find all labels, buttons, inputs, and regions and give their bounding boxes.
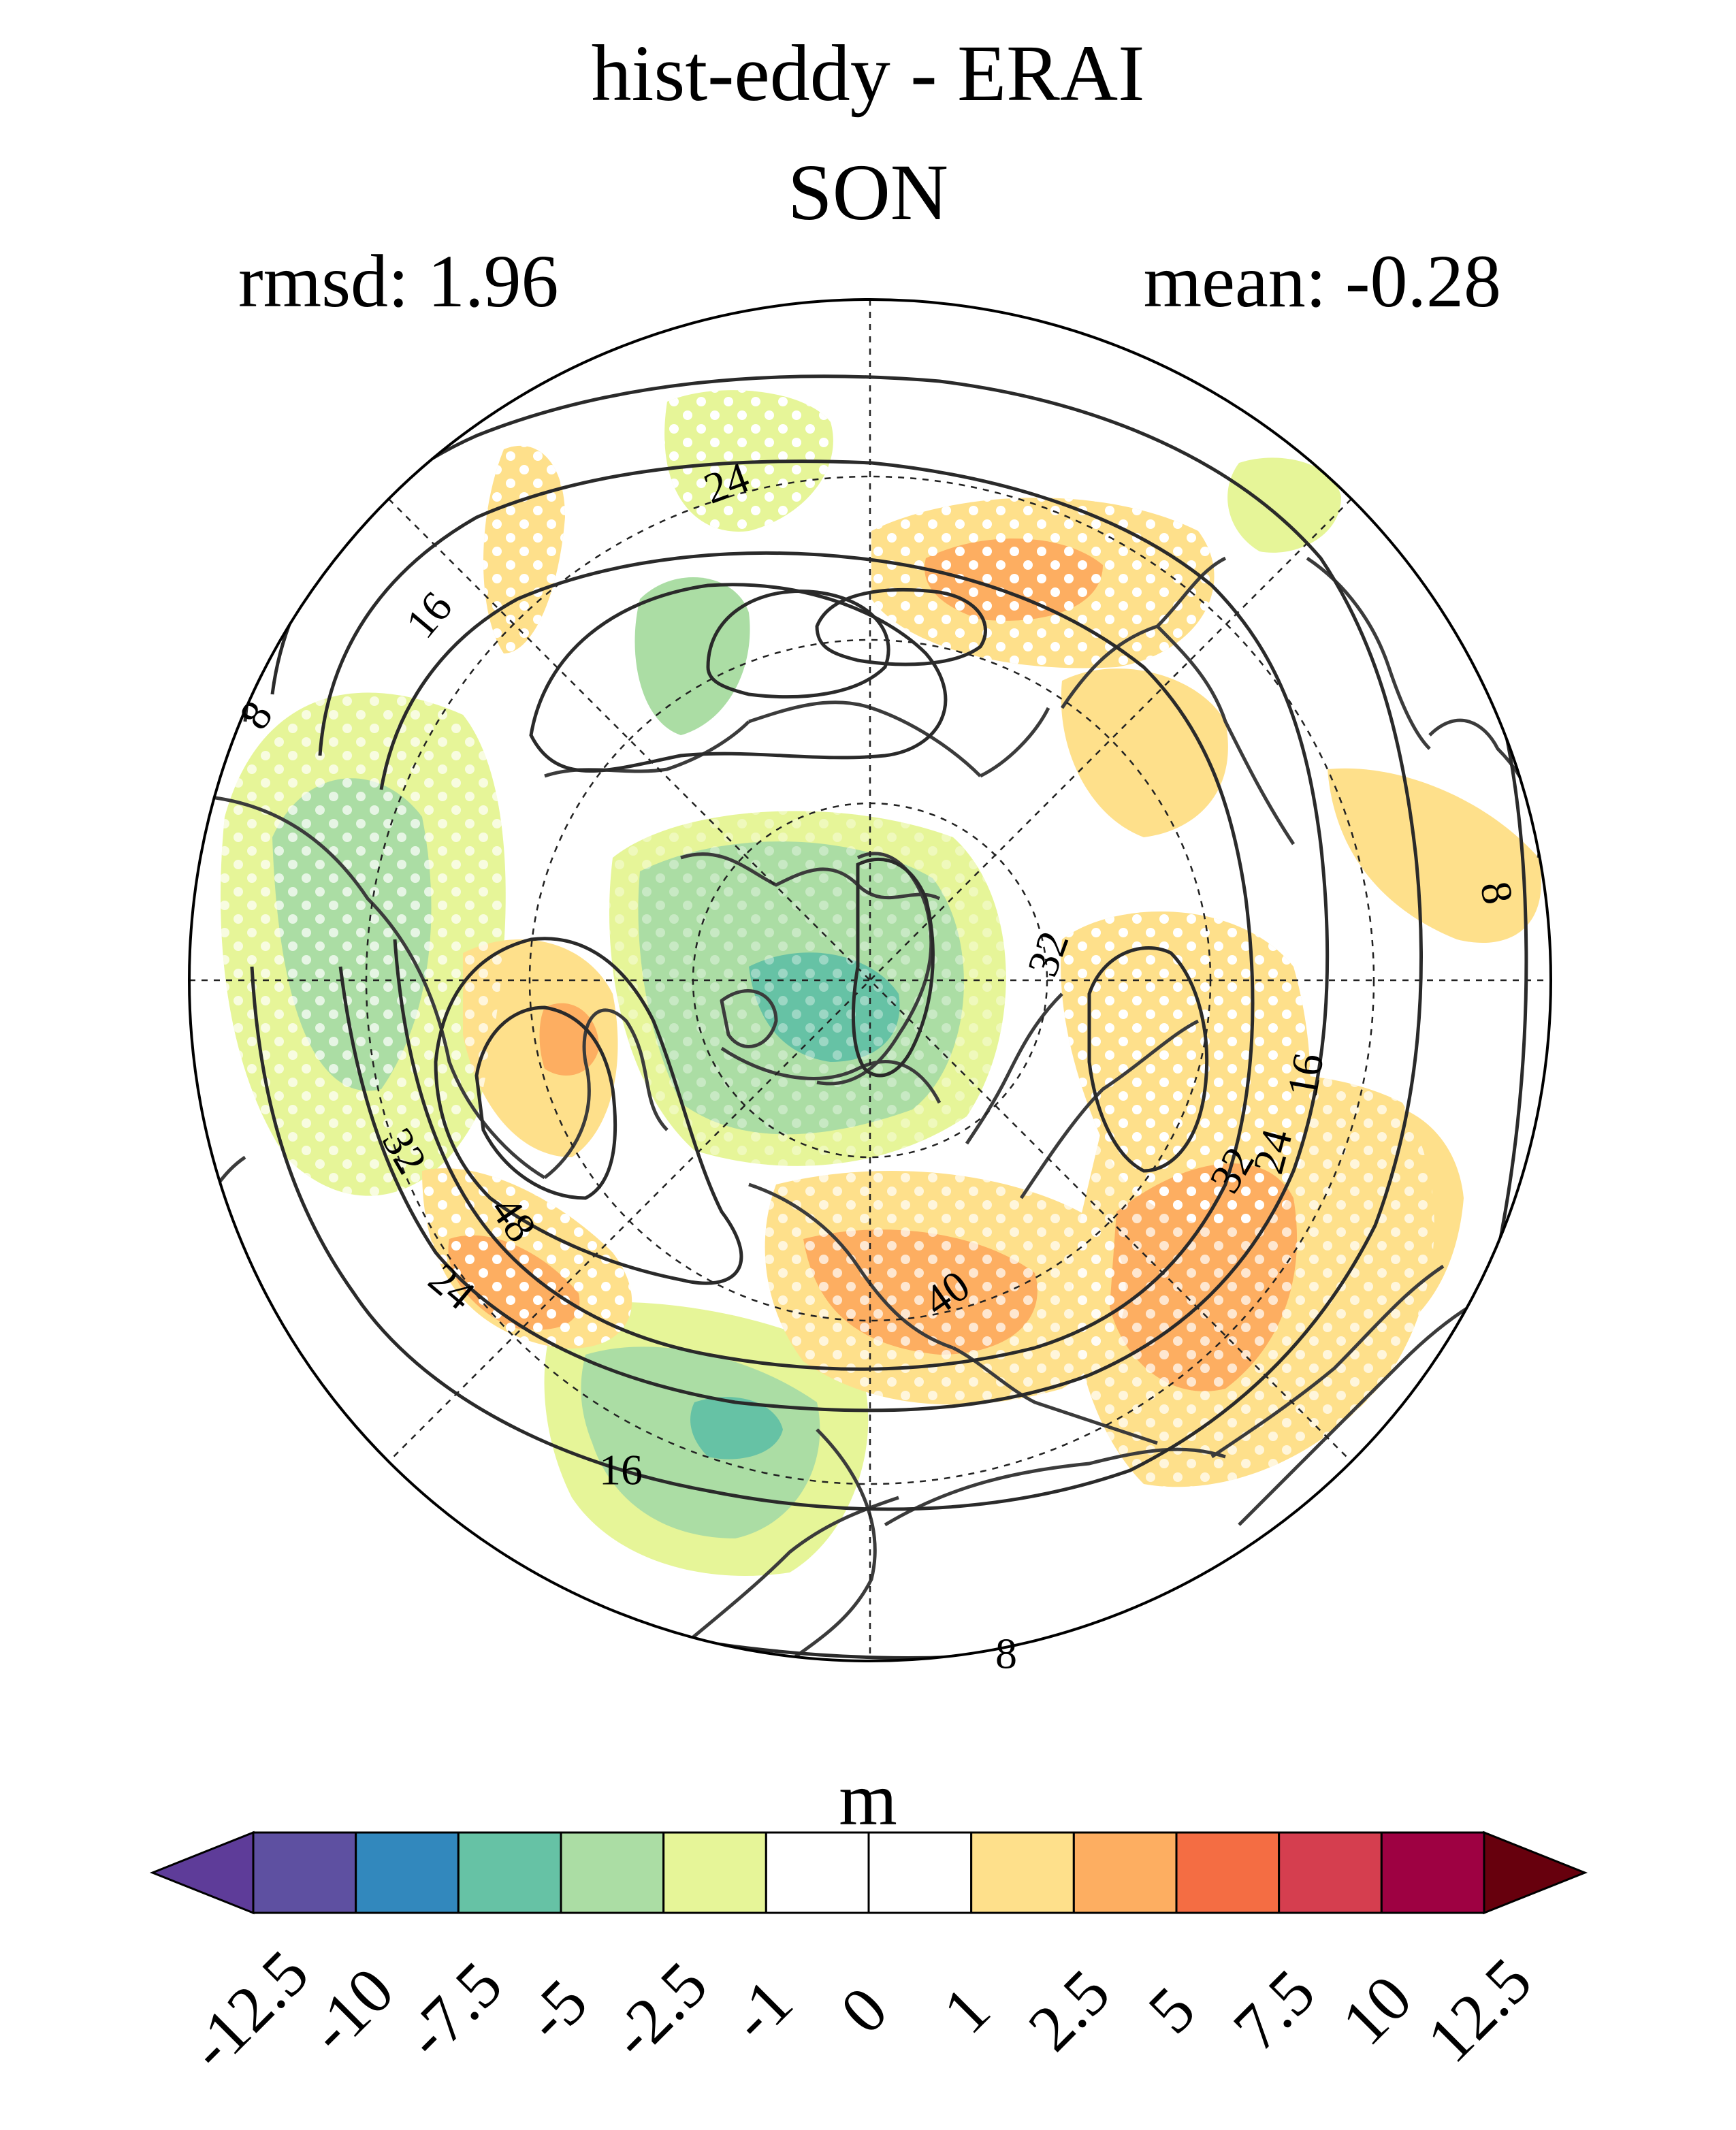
coastline [679,1496,899,1649]
coastline [544,720,750,778]
anomaly-region [634,577,750,735]
coastline [884,1447,1226,1527]
contour-line [851,857,935,1078]
colorbar-tick-label: 1 [929,1973,1003,2048]
coastline [788,1428,877,1661]
season-label: SON [787,148,949,237]
colorbar-tick-label: 0 [826,1973,901,2048]
colorbar-box [1380,1831,1485,1914]
colorbar-box [1278,1831,1383,1914]
anomaly-region [1227,457,1341,553]
map-title: hist-eddy - ERAI [591,29,1145,118]
colorbar-box [765,1831,870,1914]
colorbar-tick-label: -5 [511,1965,600,2054]
contour-line [379,551,1255,1371]
anomaly-region [1328,768,1541,943]
colorbar-box [867,1831,973,1914]
coastline [1060,556,1227,709]
contour-line [529,583,948,773]
contour-label: 16 [1278,1050,1333,1101]
colorbar-tick-label: 12.5 [1413,1943,1545,2076]
colorbar-extend-high [1483,1830,1588,1915]
coastline [1019,1019,1200,1199]
coastline [543,1008,669,1179]
colorbar-box [560,1831,665,1914]
contour-line [318,459,1330,1413]
contour-line [434,937,743,1285]
coastline [680,852,941,901]
colorbar-box [970,1831,1075,1914]
coastline [720,989,778,1048]
colorbar-extend-low [149,1830,255,1915]
coastline [816,852,933,1086]
map-border [188,298,1552,1662]
colorbar-box [1175,1831,1281,1914]
contour-line [1087,946,1208,1173]
coastline [748,1182,954,1350]
colorbar-box [252,1831,357,1914]
colorbar-box [457,1831,562,1914]
coastline [952,1346,1158,1445]
colorbar-tick-label: -2.5 [596,1948,721,2072]
contour-label: 16 [599,1446,643,1494]
contour-line [815,588,987,666]
colorbar-tick-label: -1 [716,1965,806,2054]
colorbar-box [662,1831,767,1914]
colorbar-box [1072,1831,1178,1914]
coastline [979,707,1050,778]
colorbar-tick-label: 5 [1134,1973,1209,2048]
contour-line [250,374,1423,1511]
coastline [584,318,669,342]
colorbar-tick-label: 2.5 [1014,1955,1124,2065]
anomaly-region [690,1397,783,1459]
anomaly-region [1061,668,1228,837]
colorbar-tick-label: -7.5 [391,1948,515,2072]
coastline [1210,1264,1445,1459]
coastline [720,1046,942,1104]
contour-label: 16 [396,583,462,647]
colorbar-box [355,1831,460,1914]
colorbar-tick-label: -10 [294,1954,407,2067]
contour-line [706,590,890,699]
mean-label: mean: -0.28 [1143,240,1501,323]
anomaly-field [189,300,1551,1661]
coastline [748,700,982,777]
coastline [1156,625,1296,845]
contour-line [475,1005,617,1200]
contour-label: 8 [995,1630,1017,1678]
coastline [204,794,546,1180]
colorbar-tick-label: 10 [1328,1961,1426,2059]
rmsd-label: rmsd: 1.96 [238,240,559,323]
colorbar-units-label: m [839,1758,897,1841]
coastline [189,1155,246,1240]
coastline [965,993,1063,1145]
colorbar-tick-label: 7.5 [1219,1955,1329,2065]
